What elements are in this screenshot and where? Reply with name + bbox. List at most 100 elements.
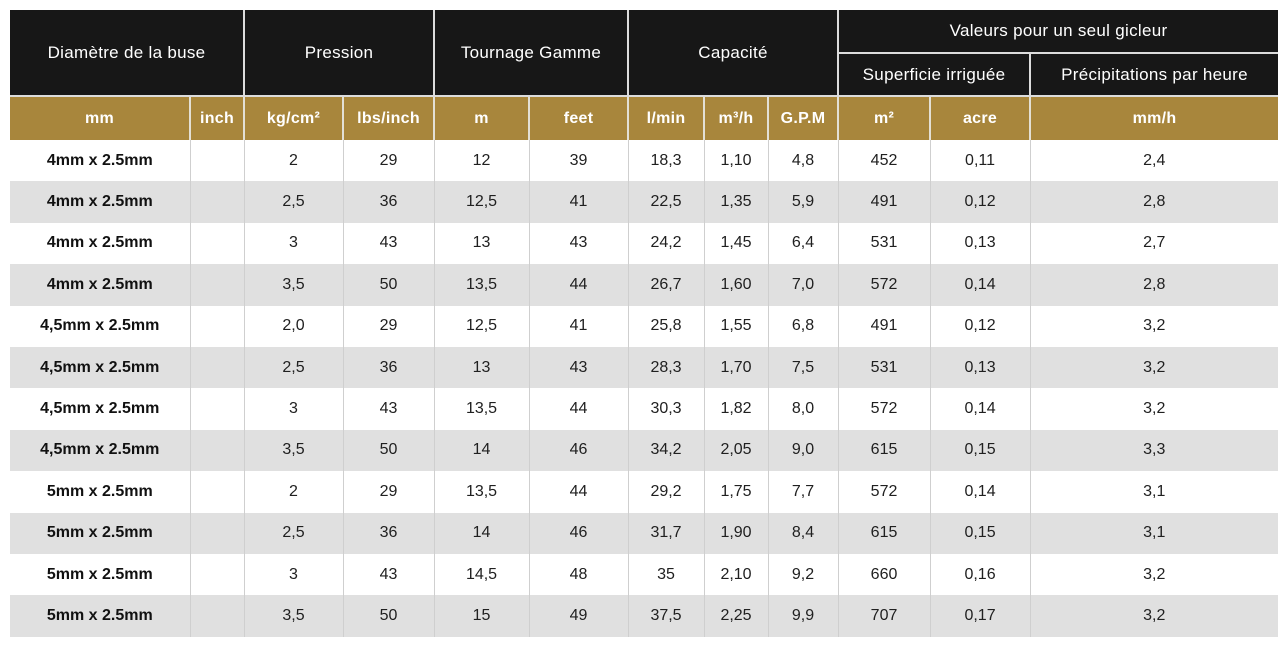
table-row: 4mm x 2.5mm 3,5 50 13,5 44 26,7 1,60 7,0 572 0,14…	[10, 264, 1279, 306]
cell-gpm: 9,9	[768, 595, 839, 637]
cell-gpm: 9,0	[768, 429, 839, 472]
cell-kg-cm2: 3,5	[244, 264, 344, 306]
cell-mm-h: 3,2	[1030, 553, 1279, 596]
cell-kg-cm2: 2,0	[244, 305, 344, 347]
cell-lbs-inch: 36	[343, 181, 435, 223]
cell-kg-cm2: 3,5	[244, 595, 344, 637]
cell-gpm: 5,9	[768, 181, 839, 223]
cell-mm-h: 2,4	[1030, 140, 1279, 182]
cell-m: 12,5	[434, 305, 530, 347]
table-body: 4mm x 2.5mm 2 29 12 39 18,3 1,10 4,8 452 0,11 2,4 4…	[10, 140, 1279, 637]
cell-lbs-inch: 43	[343, 388, 435, 430]
cell-acre: 0,13	[930, 222, 1031, 265]
unit-kg-cm2: kg/cm²	[244, 96, 344, 140]
table-row: 4,5mm x 2.5mm 2,5 36 13 43 28,3 1,70 7,5 531 0,13…	[10, 346, 1279, 389]
cell-mm-h: 3,3	[1030, 429, 1279, 472]
cell-m3-h: 2,10	[704, 553, 769, 596]
cell-feet: 41	[529, 305, 629, 347]
cell-l-min: 30,3	[628, 388, 705, 430]
units-header-row: mm inch kg/cm² lbs/inch m feet l/min m³/…	[10, 96, 1279, 140]
cell-mm: 5mm x 2.5mm	[10, 471, 191, 513]
unit-m3-h: m³/h	[704, 96, 770, 140]
cell-feet: 48	[529, 553, 629, 596]
unit-m: m	[434, 96, 531, 140]
cell-feet: 44	[529, 388, 629, 430]
cell-l-min: 22,5	[628, 181, 705, 223]
cell-inch	[190, 346, 245, 389]
cell-m2: 572	[838, 388, 931, 430]
cell-kg-cm2: 3	[244, 222, 344, 265]
cell-gpm: 6,4	[768, 222, 839, 265]
cell-mm: 4,5mm x 2.5mm	[10, 305, 191, 347]
header-nozzle-diameter: Diamètre de la buse	[10, 10, 245, 97]
cell-feet: 44	[529, 471, 629, 513]
cell-l-min: 35	[628, 553, 705, 596]
unit-m2: m²	[838, 96, 932, 140]
table-row: 4mm x 2.5mm 2,5 36 12,5 41 22,5 1,35 5,9 491 0,12…	[10, 181, 1279, 223]
cell-m: 12,5	[434, 181, 530, 223]
cell-acre: 0,14	[930, 471, 1031, 513]
unit-lbs-inch: lbs/inch	[343, 96, 436, 140]
cell-mm-h: 2,8	[1030, 181, 1279, 223]
table-row: 5mm x 2.5mm 3,5 50 15 49 37,5 2,25 9,9 707 0,17 3,…	[10, 595, 1279, 637]
cell-mm-h: 3,1	[1030, 512, 1279, 554]
cell-lbs-inch: 43	[343, 222, 435, 265]
cell-l-min: 37,5	[628, 595, 705, 637]
cell-feet: 46	[529, 429, 629, 472]
cell-feet: 44	[529, 264, 629, 306]
cell-lbs-inch: 43	[343, 553, 435, 596]
cell-feet: 43	[529, 222, 629, 265]
table-row: 4mm x 2.5mm 2 29 12 39 18,3 1,10 4,8 452 0,11 2,4	[10, 140, 1279, 182]
cell-mm: 4mm x 2.5mm	[10, 140, 191, 182]
cell-m2: 615	[838, 512, 931, 554]
cell-inch	[190, 512, 245, 554]
cell-acre: 0,12	[930, 181, 1031, 223]
header-turning-range: Tournage Gamme	[434, 10, 630, 97]
cell-l-min: 26,7	[628, 264, 705, 306]
unit-gpm: G.P.M	[768, 96, 840, 140]
subgroup-header-row: Superficie irriguée Précipitations par h…	[10, 53, 1279, 97]
unit-inch: inch	[190, 96, 245, 140]
cell-m: 13,5	[434, 264, 530, 306]
cell-lbs-inch: 50	[343, 595, 435, 637]
table-row: 4mm x 2.5mm 3 43 13 43 24,2 1,45 6,4 531 0,13 2,7	[10, 222, 1279, 265]
table-row: 5mm x 2.5mm 2 29 13,5 44 29,2 1,75 7,7 572 0,14 3,…	[10, 471, 1279, 513]
cell-mm: 5mm x 2.5mm	[10, 595, 191, 637]
cell-acre: 0,14	[930, 388, 1031, 430]
cell-m2: 660	[838, 553, 931, 596]
unit-l-min: l/min	[628, 96, 706, 140]
cell-mm: 4mm x 2.5mm	[10, 222, 191, 265]
header-capacity: Capacité	[628, 10, 840, 97]
cell-m3-h: 2,05	[704, 429, 769, 472]
cell-mm-h: 3,2	[1030, 346, 1279, 389]
cell-lbs-inch: 29	[343, 140, 435, 182]
header-single-sprinkler-values: Valeurs pour un seul gicleur	[838, 10, 1279, 54]
cell-lbs-inch: 29	[343, 471, 435, 513]
nozzle-specs-table: Diamètre de la buse Pression Tournage Ga…	[10, 10, 1279, 637]
cell-m: 14,5	[434, 553, 530, 596]
cell-lbs-inch: 50	[343, 429, 435, 472]
cell-lbs-inch: 36	[343, 346, 435, 389]
cell-kg-cm2: 2	[244, 140, 344, 182]
cell-inch	[190, 429, 245, 472]
cell-m3-h: 1,60	[704, 264, 769, 306]
cell-lbs-inch: 50	[343, 264, 435, 306]
cell-gpm: 6,8	[768, 305, 839, 347]
cell-acre: 0,15	[930, 512, 1031, 554]
cell-m2: 531	[838, 346, 931, 389]
unit-mm-h: mm/h	[1030, 96, 1279, 140]
cell-mm: 4mm x 2.5mm	[10, 181, 191, 223]
cell-acre: 0,13	[930, 346, 1031, 389]
cell-m2: 491	[838, 305, 931, 347]
cell-m: 14	[434, 512, 530, 554]
header-precipitation-per-hour: Précipitations par heure	[1030, 53, 1279, 97]
cell-mm: 4,5mm x 2.5mm	[10, 429, 191, 472]
cell-m3-h: 1,75	[704, 471, 769, 513]
cell-inch	[190, 305, 245, 347]
cell-m: 13	[434, 346, 530, 389]
cell-kg-cm2: 2,5	[244, 346, 344, 389]
table-row: 5mm x 2.5mm 2,5 36 14 46 31,7 1,90 8,4 615 0,15 3,…	[10, 512, 1279, 554]
cell-inch	[190, 181, 245, 223]
unit-acre: acre	[930, 96, 1032, 140]
